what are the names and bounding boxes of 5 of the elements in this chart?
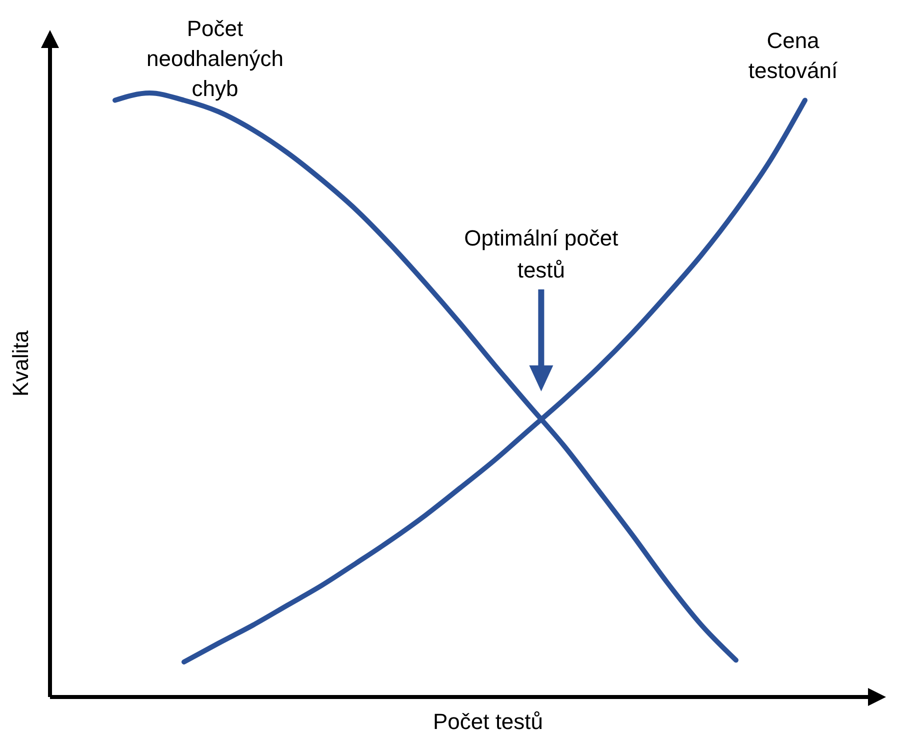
series-label: Počet neodhalených chyb: [146, 16, 284, 102]
y-axis-title: Kvalita: [8, 330, 33, 397]
x-axis-title: Počet testů: [432, 709, 544, 734]
series-label: Cena testování: [748, 28, 838, 84]
annotation: Optimální počet testů: [464, 225, 618, 282]
